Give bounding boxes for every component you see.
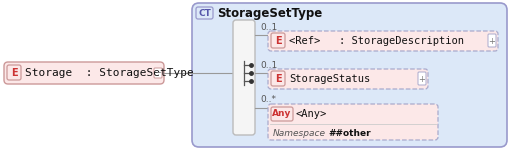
Text: E: E	[274, 36, 281, 45]
FancyBboxPatch shape	[191, 3, 506, 147]
FancyBboxPatch shape	[267, 104, 437, 140]
FancyBboxPatch shape	[7, 65, 21, 80]
Text: E: E	[11, 68, 17, 78]
FancyBboxPatch shape	[4, 62, 164, 84]
Text: Storage  : StorageSetType: Storage : StorageSetType	[25, 68, 193, 78]
FancyBboxPatch shape	[270, 33, 285, 48]
Text: +: +	[488, 36, 494, 45]
FancyBboxPatch shape	[233, 20, 254, 135]
Text: <Ref>   : StorageDescription: <Ref> : StorageDescription	[289, 36, 463, 46]
Text: 0..*: 0..*	[260, 96, 275, 105]
Text: −: −	[155, 70, 161, 76]
Text: StorageSetType: StorageSetType	[216, 6, 322, 20]
FancyBboxPatch shape	[154, 68, 162, 78]
FancyBboxPatch shape	[267, 69, 427, 89]
Text: E: E	[274, 74, 281, 84]
Text: +: +	[418, 75, 425, 84]
FancyBboxPatch shape	[270, 71, 285, 86]
Text: CT: CT	[197, 9, 211, 18]
Text: <Any>: <Any>	[295, 109, 327, 119]
Text: ##other: ##other	[327, 129, 370, 138]
Text: StorageStatus: StorageStatus	[289, 74, 370, 84]
FancyBboxPatch shape	[417, 72, 425, 85]
Text: 0..1: 0..1	[260, 22, 277, 32]
Text: Namespace: Namespace	[272, 129, 325, 138]
Text: 0..1: 0..1	[260, 60, 277, 69]
Text: Any: Any	[272, 110, 291, 118]
FancyBboxPatch shape	[267, 31, 497, 51]
FancyBboxPatch shape	[270, 107, 293, 121]
FancyBboxPatch shape	[195, 7, 213, 19]
FancyBboxPatch shape	[487, 34, 495, 47]
